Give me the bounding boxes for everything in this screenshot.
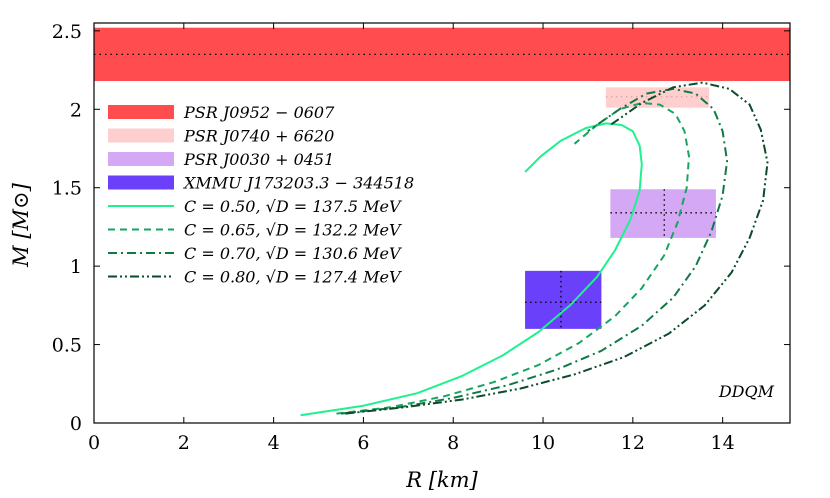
y-tick-label-3: 1.5 xyxy=(52,178,82,200)
x-tick-label-2: 4 xyxy=(268,432,280,454)
legend-swatch-0 xyxy=(108,105,174,119)
series-line-0 xyxy=(300,122,643,417)
series-line-1 xyxy=(336,102,690,415)
legend-swatch-2 xyxy=(108,152,174,166)
series-line-3 xyxy=(345,81,769,415)
x-tick-label-5: 10 xyxy=(531,432,555,454)
x-tick-label-1: 2 xyxy=(178,432,190,454)
y-tick-label-1: 0.5 xyxy=(52,335,82,357)
plot-frame xyxy=(93,22,791,424)
legend-label-7: C = 0.80, √D = 127.4 MeV xyxy=(184,268,402,287)
x-tick-label-0: 0 xyxy=(88,432,100,454)
x-tick-label-3: 6 xyxy=(357,432,369,454)
legend-label-6: C = 0.70, √D = 130.6 MeV xyxy=(184,244,402,263)
x-tick-label-4: 8 xyxy=(447,432,459,454)
legend-swatch-1 xyxy=(108,128,174,143)
legend-label-4: C = 0.50, √D = 137.5 MeV xyxy=(184,197,402,216)
legend-label-0: PSR J0952 − 0607 xyxy=(183,103,335,122)
x-tick-label-7: 14 xyxy=(711,432,735,454)
legend-label-5: C = 0.65, √D = 132.2 MeV xyxy=(184,221,402,240)
legend-swatch-3 xyxy=(108,175,174,190)
legend-label-2: PSR J0030 + 0451 xyxy=(183,150,334,169)
box-1 xyxy=(610,189,716,238)
ddqm-annotation: DDQM xyxy=(718,382,775,401)
y-tick-label-4: 2 xyxy=(70,99,82,121)
x-axis-label: R [km] xyxy=(405,468,478,492)
legend-label-3: XMMU J173203.3 − 344518 xyxy=(182,174,414,193)
x-tick-label-6: 12 xyxy=(621,432,645,454)
series-line-2 xyxy=(340,87,729,415)
y-tick-label-5: 2.5 xyxy=(52,21,82,43)
legend-label-1: PSR J0740 + 6620 xyxy=(183,127,334,146)
box-2 xyxy=(525,270,602,329)
y-tick-label-0: 0 xyxy=(70,413,82,435)
legend: PSR J0952 − 0607 PSR J0740 + 6620 PSR J003… xyxy=(108,103,414,287)
y-axis-label: M [M⊙] xyxy=(9,182,33,267)
y-tick-label-2: 1 xyxy=(70,256,82,278)
